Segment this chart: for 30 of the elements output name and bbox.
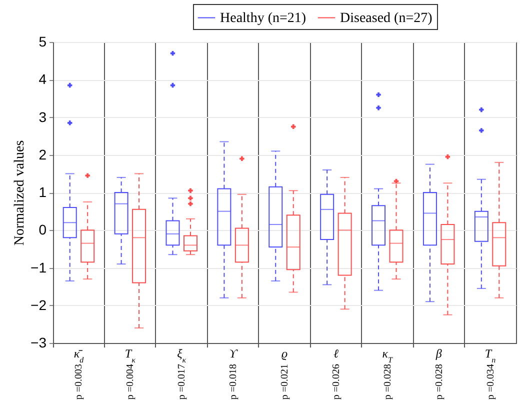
x-tick-label: ξ$_{κ}$ xyxy=(177,346,186,364)
x-tick-label: ϒ xyxy=(229,346,238,360)
text: p =0.003 xyxy=(74,364,85,400)
text: p =0.026 xyxy=(330,364,342,400)
y-tick-label: 0 xyxy=(38,222,47,238)
text: p =0.021 xyxy=(280,364,290,400)
y-axis-title: Normalized values xyxy=(12,140,28,246)
text: p =0.028 xyxy=(382,364,394,400)
x-tick-label: T$_{κ}$ xyxy=(124,346,136,364)
y-tick-label: 1 xyxy=(38,184,47,200)
y-tick-label: −3 xyxy=(30,334,47,350)
text: p =0.018 xyxy=(228,364,240,400)
y-tick-label: 5 xyxy=(38,34,47,50)
text: p =0.034 xyxy=(485,364,496,400)
text: p =0.017 xyxy=(176,364,188,400)
x-tick-label: ϱ xyxy=(281,346,288,360)
y-tick-label: 2 xyxy=(38,146,47,162)
x-tick-label: T$_{n}$ xyxy=(484,346,496,364)
x-tick-label: β xyxy=(434,346,442,360)
y-tick-label: −2 xyxy=(30,296,47,313)
legend-label: Diseased (n=27) xyxy=(340,10,433,26)
y-tick-label: 3 xyxy=(38,108,47,125)
x-tick-label: κ̄$_{d}$ xyxy=(74,346,85,364)
legend-label: Healthy (n=21) xyxy=(220,10,306,26)
text: p =0.028 xyxy=(434,364,445,400)
y-tick-label: −1 xyxy=(30,259,47,276)
y-tick-label: 4 xyxy=(38,71,47,88)
text: p =0.004 xyxy=(125,364,136,400)
x-tick-label: κ$_{T}$ xyxy=(382,346,394,364)
x-tick-label: ℓ xyxy=(333,346,338,360)
